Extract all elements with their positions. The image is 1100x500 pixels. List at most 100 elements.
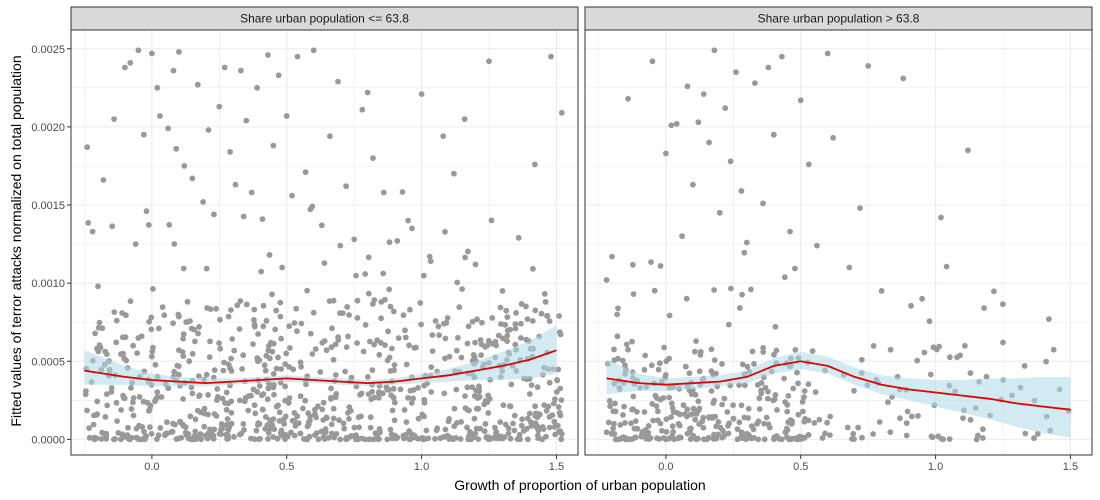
scatter-point	[876, 419, 883, 425]
scatter-point	[248, 189, 255, 196]
panel-background	[71, 30, 578, 455]
scatter-point	[102, 432, 109, 439]
scatter-point	[380, 189, 387, 196]
scatter-point	[630, 291, 637, 297]
scatter-point	[126, 436, 133, 443]
scatter-point	[711, 287, 717, 293]
scatter-point	[391, 399, 398, 406]
scatter-point	[387, 303, 394, 310]
scatter-point	[684, 83, 691, 90]
scatter-point	[389, 407, 396, 414]
scatter-point	[607, 403, 613, 410]
scatter-point	[234, 302, 241, 309]
scatter-point	[504, 332, 511, 339]
scatter-point	[927, 371, 934, 378]
scatter-point	[145, 222, 152, 228]
scatter-point	[739, 291, 745, 298]
scatter-point	[191, 326, 198, 333]
scatter-point	[281, 421, 287, 427]
scatter-point	[623, 341, 630, 348]
scatter-point	[376, 351, 383, 358]
scatter-point	[849, 436, 855, 442]
scatter-point	[262, 367, 269, 374]
scatter-point	[155, 325, 162, 332]
scatter-point	[464, 424, 470, 431]
scatter-point	[933, 346, 940, 353]
scatter-point	[621, 403, 627, 410]
scatter-point	[307, 413, 313, 420]
scatter-point	[751, 361, 757, 367]
scatter-point	[708, 346, 715, 353]
scatter-point	[183, 319, 190, 325]
scatter-point	[541, 291, 548, 297]
scatter-point	[113, 399, 120, 406]
scatter-points	[603, 47, 1063, 393]
scatter-point	[273, 307, 280, 314]
scatter-point	[285, 433, 291, 440]
scatter-point	[700, 91, 707, 97]
scatter-point	[695, 119, 702, 126]
scatter-point	[766, 424, 773, 431]
scatter-point	[286, 395, 293, 401]
scatter-point	[86, 434, 93, 441]
scatter-point	[855, 424, 861, 431]
scatter-point	[485, 392, 491, 399]
scatter-point	[792, 265, 798, 272]
scatter-point	[690, 410, 696, 417]
scatter-point	[466, 407, 472, 414]
scatter-point	[318, 222, 325, 229]
scatter-point	[216, 103, 223, 110]
grid	[585, 30, 1092, 455]
scatter-point	[258, 268, 265, 275]
scatter-point	[1022, 430, 1029, 437]
scatter-point	[117, 436, 124, 443]
scatter-point	[700, 424, 707, 431]
scatter-point	[147, 424, 153, 430]
scatter-point	[197, 431, 204, 437]
scatter-point	[201, 423, 208, 430]
scatter-point	[371, 341, 378, 348]
scatter-point	[220, 367, 227, 374]
scatter-point	[239, 366, 246, 372]
scatter-point	[719, 434, 726, 441]
scatter-point	[756, 395, 763, 402]
scatter-point	[180, 335, 187, 342]
scatter-point	[337, 242, 344, 249]
scatter-point	[297, 430, 304, 437]
scatter-point	[386, 386, 392, 393]
scatter-point	[180, 265, 187, 272]
scatter-point	[410, 395, 416, 402]
scatter-point	[782, 399, 788, 405]
scatter-point	[610, 408, 617, 415]
scatter-point	[610, 425, 616, 432]
scatter-point	[555, 404, 562, 410]
scatter-point	[859, 434, 865, 441]
scatter-point	[983, 373, 990, 380]
scatter-point	[302, 397, 309, 404]
scatter-point	[544, 313, 551, 319]
scatter-point	[134, 350, 141, 356]
scatter-point	[897, 415, 903, 422]
scatter-point	[119, 310, 125, 316]
scatter-point	[763, 414, 770, 421]
scatter-point	[269, 348, 276, 355]
scatter-point	[819, 435, 826, 441]
y-axis: 0.0000 0.0005 0.0010 0.0015 0.0020 0.0025	[31, 44, 71, 446]
scatter-point	[340, 420, 347, 427]
scatter-point	[387, 426, 394, 433]
scatter-point	[784, 427, 791, 434]
scatter-point	[306, 433, 313, 440]
scatter-point	[180, 331, 187, 338]
scatter-point	[423, 427, 430, 434]
scatter-point	[693, 338, 699, 344]
scatter-point	[634, 425, 641, 432]
scatter-point	[291, 410, 298, 416]
scatter-point	[189, 175, 196, 182]
scatter-point	[82, 391, 89, 398]
scatter-point	[812, 389, 819, 395]
scatter-point	[335, 334, 341, 340]
scatter-point	[135, 47, 142, 54]
scatter-point	[441, 390, 448, 397]
scatter-point	[205, 392, 212, 398]
scatter-point	[919, 295, 925, 302]
